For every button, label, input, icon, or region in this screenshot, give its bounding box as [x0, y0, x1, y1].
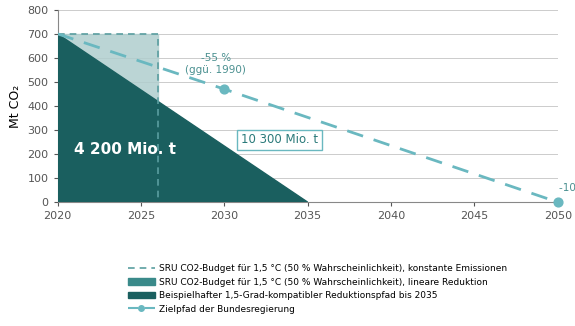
- Polygon shape: [58, 34, 158, 202]
- Y-axis label: Mt CO₂: Mt CO₂: [9, 84, 22, 127]
- Polygon shape: [58, 34, 158, 202]
- Legend: SRU CO2-Budget für 1,5 °C (50 % Wahrscheinlichkeit), konstante Emissionen, SRU C: SRU CO2-Budget für 1,5 °C (50 % Wahrsche…: [124, 260, 511, 317]
- Point: [553, 200, 562, 205]
- Text: 10 300 Mio. t: 10 300 Mio. t: [241, 133, 318, 146]
- Text: 4 200 Mio. t: 4 200 Mio. t: [74, 142, 176, 157]
- Point: [220, 86, 229, 92]
- Text: -100 %: -100 %: [559, 183, 575, 193]
- Text: -55 %
(ggü. 1990): -55 % (ggü. 1990): [186, 53, 246, 75]
- Polygon shape: [58, 34, 308, 202]
